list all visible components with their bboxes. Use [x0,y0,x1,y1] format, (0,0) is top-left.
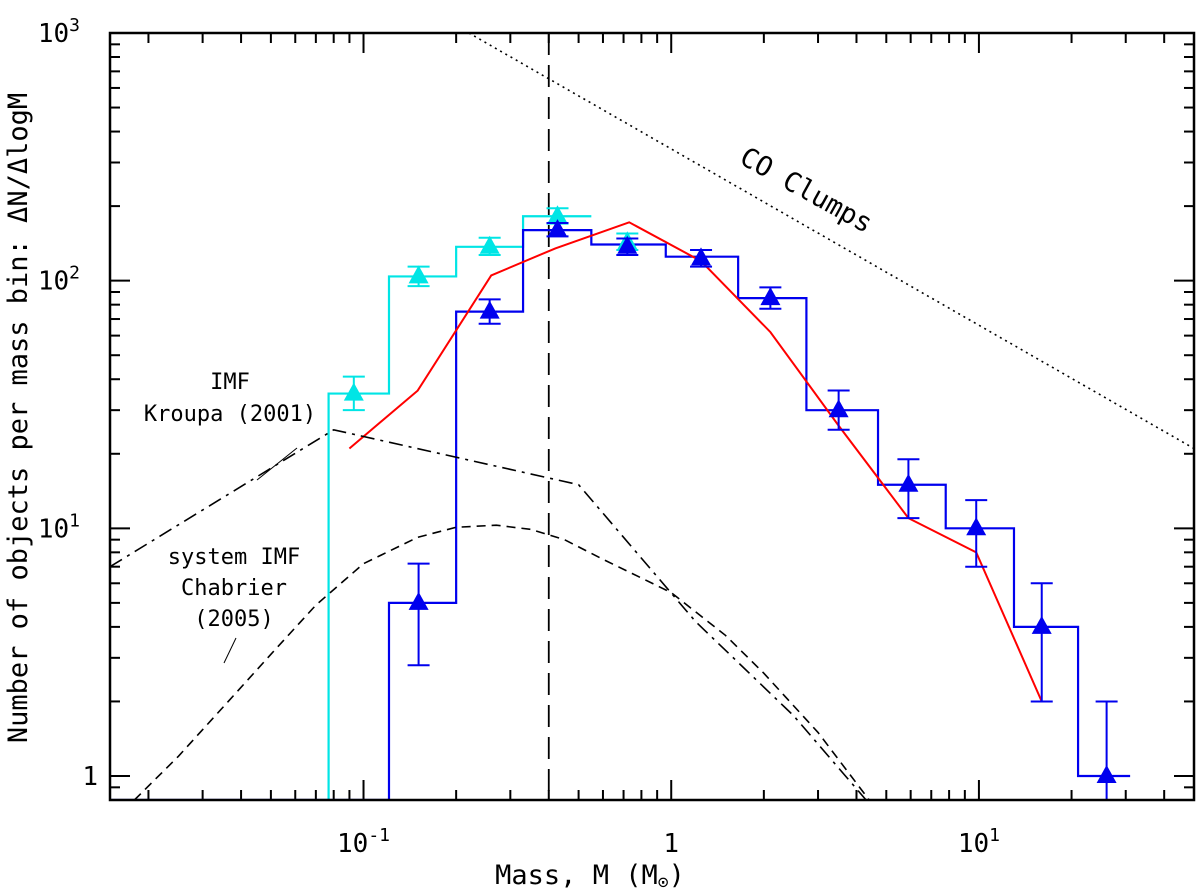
triangle-marker [1096,765,1117,783]
x-axis-label-close: ) [669,860,685,891]
triangle-marker [760,287,781,306]
triangle-marker [343,382,364,401]
chabrier-label-line3: (2005) [194,607,273,632]
y-tick-label: 103 [38,15,80,49]
x-axis-label: Mass, M (M⊙) [495,860,685,893]
triangle-marker [966,517,987,536]
triangle-marker [479,235,500,254]
triangle-marker [547,219,568,238]
y-tick-label: 102 [38,263,80,297]
plot-area [110,33,1194,800]
triangle-marker [408,265,429,284]
kroupa-label-line1: IMF [210,370,250,395]
chabrier-label-line2: Chabrier [181,576,287,601]
chabrier-pointer [223,637,237,664]
series-line [468,33,1194,450]
triangle-marker [828,399,849,418]
y-tick-label: 101 [38,510,80,544]
triangle-marker [1031,615,1052,634]
data-markers [342,205,1118,801]
x-tick-label: 101 [958,825,1000,859]
y-tick-label: 1 [82,762,98,792]
series-line [110,428,867,800]
triangle-marker [617,235,638,254]
series-line [133,524,870,800]
series-step [327,215,592,800]
series-line [348,221,1043,702]
chabrier-label-line1: system IMF [168,545,300,570]
x-tick-label: 1 [663,829,679,859]
kroupa-pointer [256,447,298,481]
x-axis-label-subscript: ⊙ [658,872,669,893]
triangle-marker [547,205,568,224]
triangle-marker [898,473,919,492]
tick-labels: 10-1 1 101 1 101 102 103 [38,15,1000,859]
triangle-marker [479,300,500,319]
x-tick-label: 10-1 [337,825,390,859]
kroupa-label-line2: Kroupa (2001) [144,402,316,427]
plot-frame [108,31,1196,802]
series-step [110,229,1131,800]
y-axis-label: Number of objects per mass bin: ΔN/ΔlogM [3,93,34,743]
triangle-marker [408,591,429,610]
co-clumps-label: CO Clumps [735,142,878,240]
triangle-marker [691,247,711,266]
